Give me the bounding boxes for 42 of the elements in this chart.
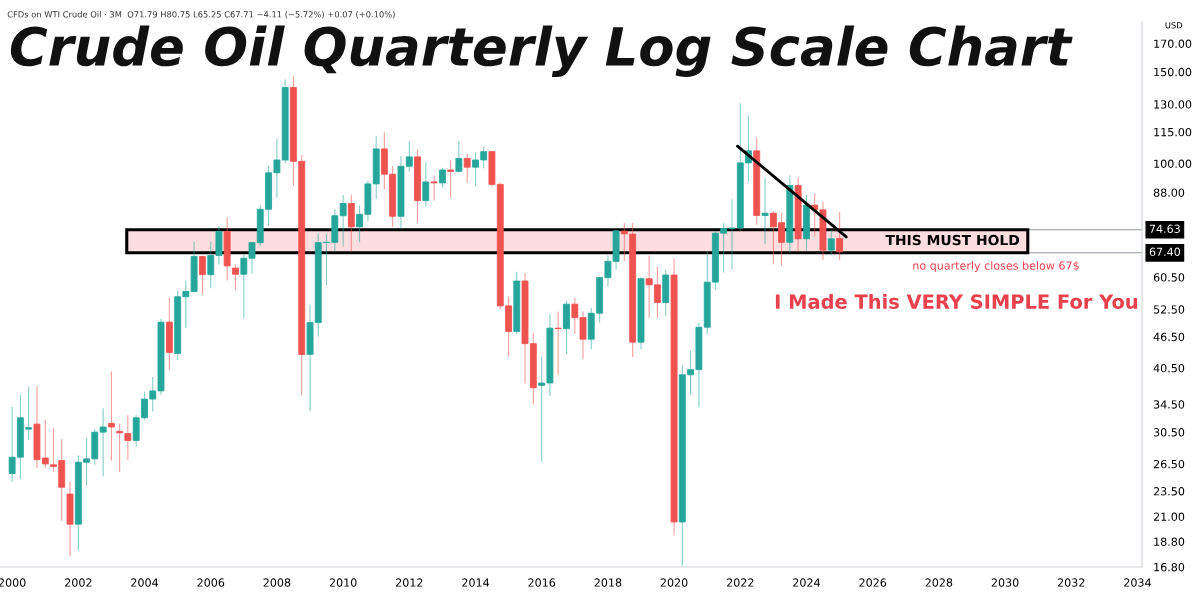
annotation: I Made This VERY SIMPLE For You — [775, 293, 1138, 309]
x-tick-label: 2020 — [660, 578, 688, 587]
y-tick-label: 21.00 — [1153, 512, 1185, 521]
y-tick-label: 150.00 — [1154, 67, 1192, 77]
x-tick-label: 2002 — [65, 578, 92, 587]
x-tick-label: 2008 — [263, 578, 291, 587]
text: CFDs on WTI Crude Oil · 3M O71.79 H80.75 L65.25 C67.71 −4.11 (−5.72%) +0.07 (+0.10%) — [7, 11, 395, 19]
y-tick-label: 52.50 — [1153, 305, 1185, 314]
y-tick-label: 18.80 — [1154, 537, 1185, 546]
x-tick-label: 2028 — [925, 578, 953, 587]
x-tick-label: 2030 — [991, 578, 1019, 587]
x-tick-label: 2004 — [131, 578, 159, 587]
x-tick-label: 2032 — [1057, 578, 1085, 587]
y-tick-label: 30.50 — [1153, 428, 1185, 437]
x-tick-label: 2022 — [726, 578, 754, 587]
y-tick-label: 60.50 — [1153, 273, 1185, 282]
y-tick-label: 34.50 — [1153, 400, 1185, 409]
y-tick-label: 16.80 — [1154, 562, 1185, 572]
annotation: no quarterly closes below 67$ — [913, 261, 1079, 272]
x-tick-label: 2018 — [594, 578, 622, 587]
x-tick-label: 2012 — [395, 578, 423, 587]
y-tick-label: 88.00 — [1153, 188, 1185, 197]
x-tick-label: 2006 — [197, 578, 225, 587]
y-tick-label: 130.00 — [1154, 100, 1192, 109]
x-tick-label: 2014 — [462, 578, 490, 587]
y-tick-label: 23.50 — [1153, 487, 1185, 496]
y-axis-title: USD — [1165, 22, 1183, 29]
x-tick-label: 2034 — [1124, 578, 1151, 587]
ref-line-label: 74.63 — [1149, 224, 1180, 233]
y-tick-label: 26.50 — [1153, 459, 1185, 469]
ref-line-label: 67.40 — [1149, 247, 1181, 257]
y-tick-label: 40.50 — [1153, 363, 1185, 373]
band-label: THIS MUST HOLD — [885, 234, 1020, 246]
y-tick-label: 170.00 — [1154, 39, 1192, 48]
chart-title: Crude Oil Quarterly Log Scale Chart — [10, 25, 1073, 77]
x-tick-label: 2010 — [329, 578, 357, 587]
y-tick-label: 46.50 — [1153, 332, 1185, 342]
y-tick-label: 115.00 — [1154, 127, 1192, 137]
x-tick-label: 2024 — [793, 578, 820, 587]
y-tick-label: 100.00 — [1154, 159, 1192, 168]
x-tick-label: 2016 — [528, 578, 556, 587]
x-tick-label: 2026 — [859, 578, 887, 587]
